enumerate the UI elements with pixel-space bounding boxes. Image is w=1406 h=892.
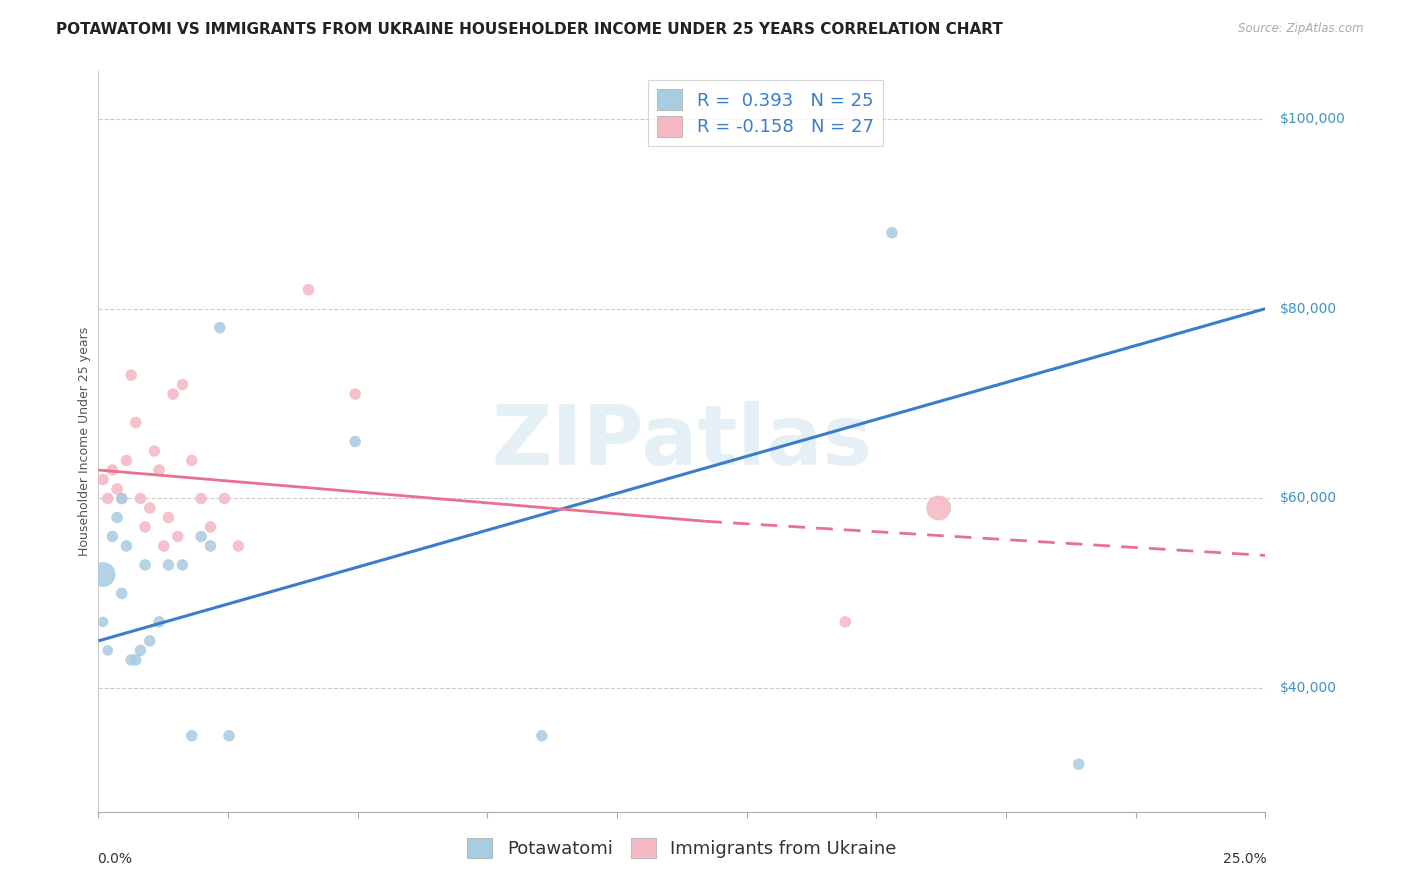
Point <box>297 283 319 297</box>
Point <box>139 500 162 515</box>
Point <box>180 729 202 743</box>
Point <box>928 500 950 515</box>
Point <box>200 520 222 534</box>
Point <box>134 558 156 572</box>
Point <box>101 529 124 543</box>
Point <box>101 463 124 477</box>
Point <box>143 444 166 458</box>
Text: 25.0%: 25.0% <box>1223 853 1267 866</box>
Point <box>125 416 148 430</box>
Text: POTAWATOMI VS IMMIGRANTS FROM UKRAINE HOUSEHOLDER INCOME UNDER 25 YEARS CORRELAT: POTAWATOMI VS IMMIGRANTS FROM UKRAINE HO… <box>56 22 1002 37</box>
Point <box>530 729 553 743</box>
Point <box>200 539 222 553</box>
Text: $40,000: $40,000 <box>1279 681 1337 696</box>
Text: Source: ZipAtlas.com: Source: ZipAtlas.com <box>1239 22 1364 36</box>
Point <box>105 482 128 496</box>
Point <box>190 529 212 543</box>
Point <box>148 615 170 629</box>
Text: ZIPatlas: ZIPatlas <box>492 401 872 482</box>
Text: $100,000: $100,000 <box>1279 112 1346 126</box>
Point <box>115 453 138 467</box>
Legend: Potawatomi, Immigrants from Ukraine: Potawatomi, Immigrants from Ukraine <box>460 830 904 865</box>
Point <box>834 615 856 629</box>
Point <box>208 320 231 334</box>
Point <box>91 473 114 487</box>
Point <box>148 463 170 477</box>
Text: $60,000: $60,000 <box>1279 491 1337 506</box>
Point <box>214 491 236 506</box>
Y-axis label: Householder Income Under 25 years: Householder Income Under 25 years <box>79 326 91 557</box>
Point <box>120 653 142 667</box>
Point <box>97 643 120 657</box>
Point <box>129 643 152 657</box>
Point <box>111 491 134 506</box>
Point <box>105 510 128 524</box>
Point <box>344 434 367 449</box>
Point <box>1067 757 1090 772</box>
Point <box>115 539 138 553</box>
Point <box>162 387 184 401</box>
Point <box>111 586 134 600</box>
Point <box>166 529 188 543</box>
Point <box>880 226 903 240</box>
Point <box>129 491 152 506</box>
Point <box>97 491 120 506</box>
Point <box>91 615 114 629</box>
Point <box>152 539 174 553</box>
Point <box>190 491 212 506</box>
Point <box>172 377 194 392</box>
Point <box>134 520 156 534</box>
Point <box>344 387 367 401</box>
Point <box>125 653 148 667</box>
Point <box>91 567 114 582</box>
Point <box>180 453 202 467</box>
Point <box>228 539 250 553</box>
Point <box>111 491 134 506</box>
Point <box>218 729 240 743</box>
Text: 0.0%: 0.0% <box>97 853 132 866</box>
Point <box>120 368 142 383</box>
Point <box>139 633 162 648</box>
Point <box>157 558 180 572</box>
Text: $80,000: $80,000 <box>1279 301 1337 316</box>
Point <box>157 510 180 524</box>
Point <box>172 558 194 572</box>
